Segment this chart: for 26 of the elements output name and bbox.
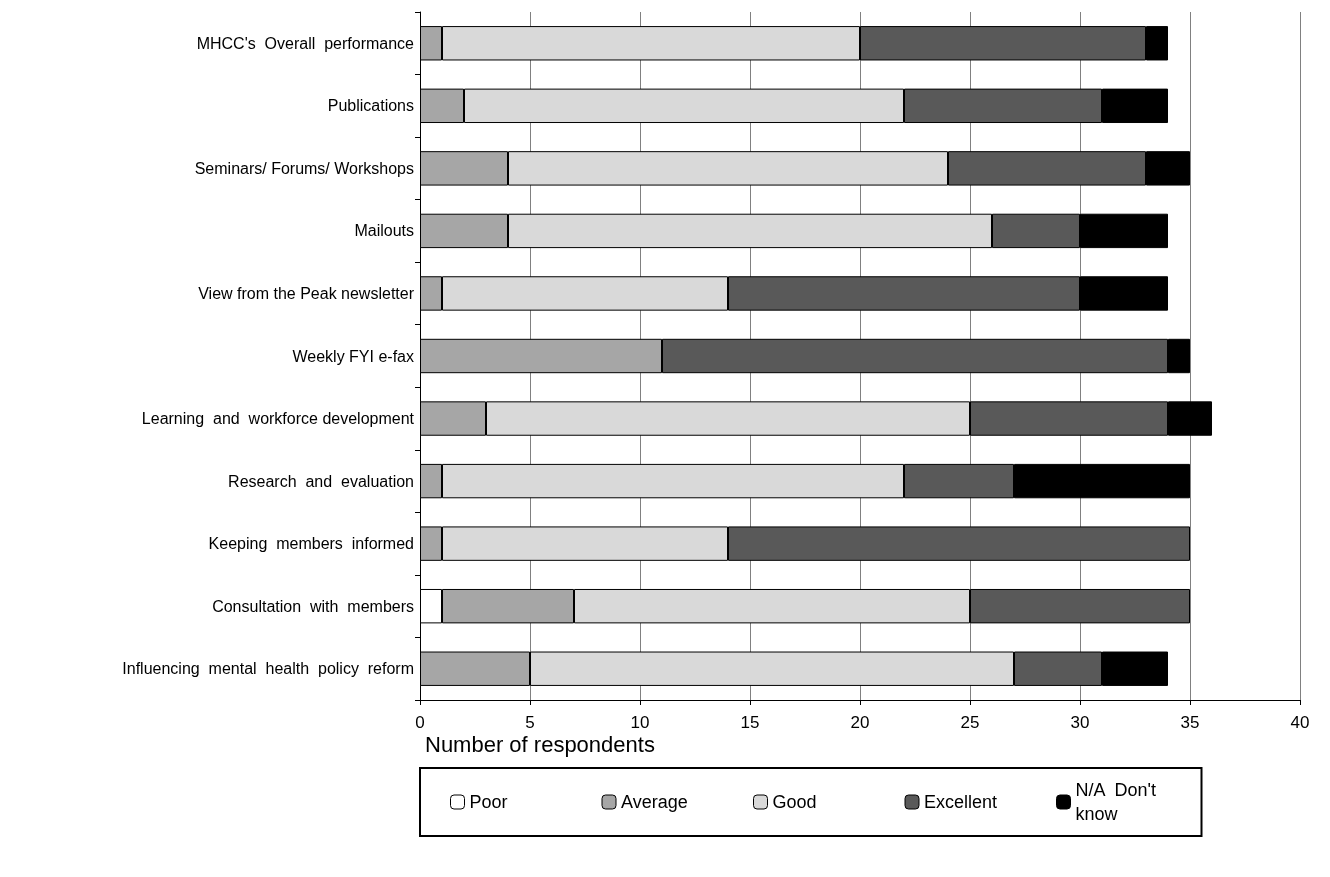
- y-tick-label: Publications: [327, 97, 414, 115]
- legend-label: N/A Don't know: [1075, 780, 1166, 824]
- y-tick-label: Consultation with members: [212, 597, 414, 615]
- y-tick-label: View from the Peak newsletter: [198, 284, 415, 302]
- x-tick-label: 0: [415, 713, 425, 732]
- legend-label: Excellent: [924, 792, 998, 812]
- y-tick-label: Research and evaluation: [228, 472, 414, 490]
- y-tick-label: Influencing mental health policy reform: [122, 660, 414, 678]
- legend-label: Average: [621, 792, 688, 812]
- y-tick-label: Keeping members informed: [208, 535, 414, 553]
- legend-label: Good: [772, 792, 817, 812]
- x-tick-label: 20: [850, 713, 870, 732]
- y-tick-label: Weekly FYI e-fax: [292, 347, 414, 365]
- x-tick-label: 5: [525, 713, 535, 732]
- x-axis-title: Number of respondents: [425, 731, 655, 757]
- y-tick-label: Learning and workforce development: [141, 410, 415, 428]
- x-tick-label: 30: [1070, 713, 1090, 732]
- x-tick-label: 15: [740, 713, 760, 732]
- x-tick-label: 25: [960, 713, 980, 732]
- y-tick-label: Mailouts: [354, 222, 414, 240]
- y-tick-label: MHCC's Overall performance: [196, 34, 415, 52]
- y-tick-label: Seminars/ Forums/ Workshops: [194, 159, 414, 177]
- x-tick-label: 40: [1290, 713, 1310, 732]
- x-tick-label: 35: [1180, 713, 1200, 732]
- x-tick-label: 10: [630, 713, 650, 732]
- legend-label: Poor: [469, 792, 508, 812]
